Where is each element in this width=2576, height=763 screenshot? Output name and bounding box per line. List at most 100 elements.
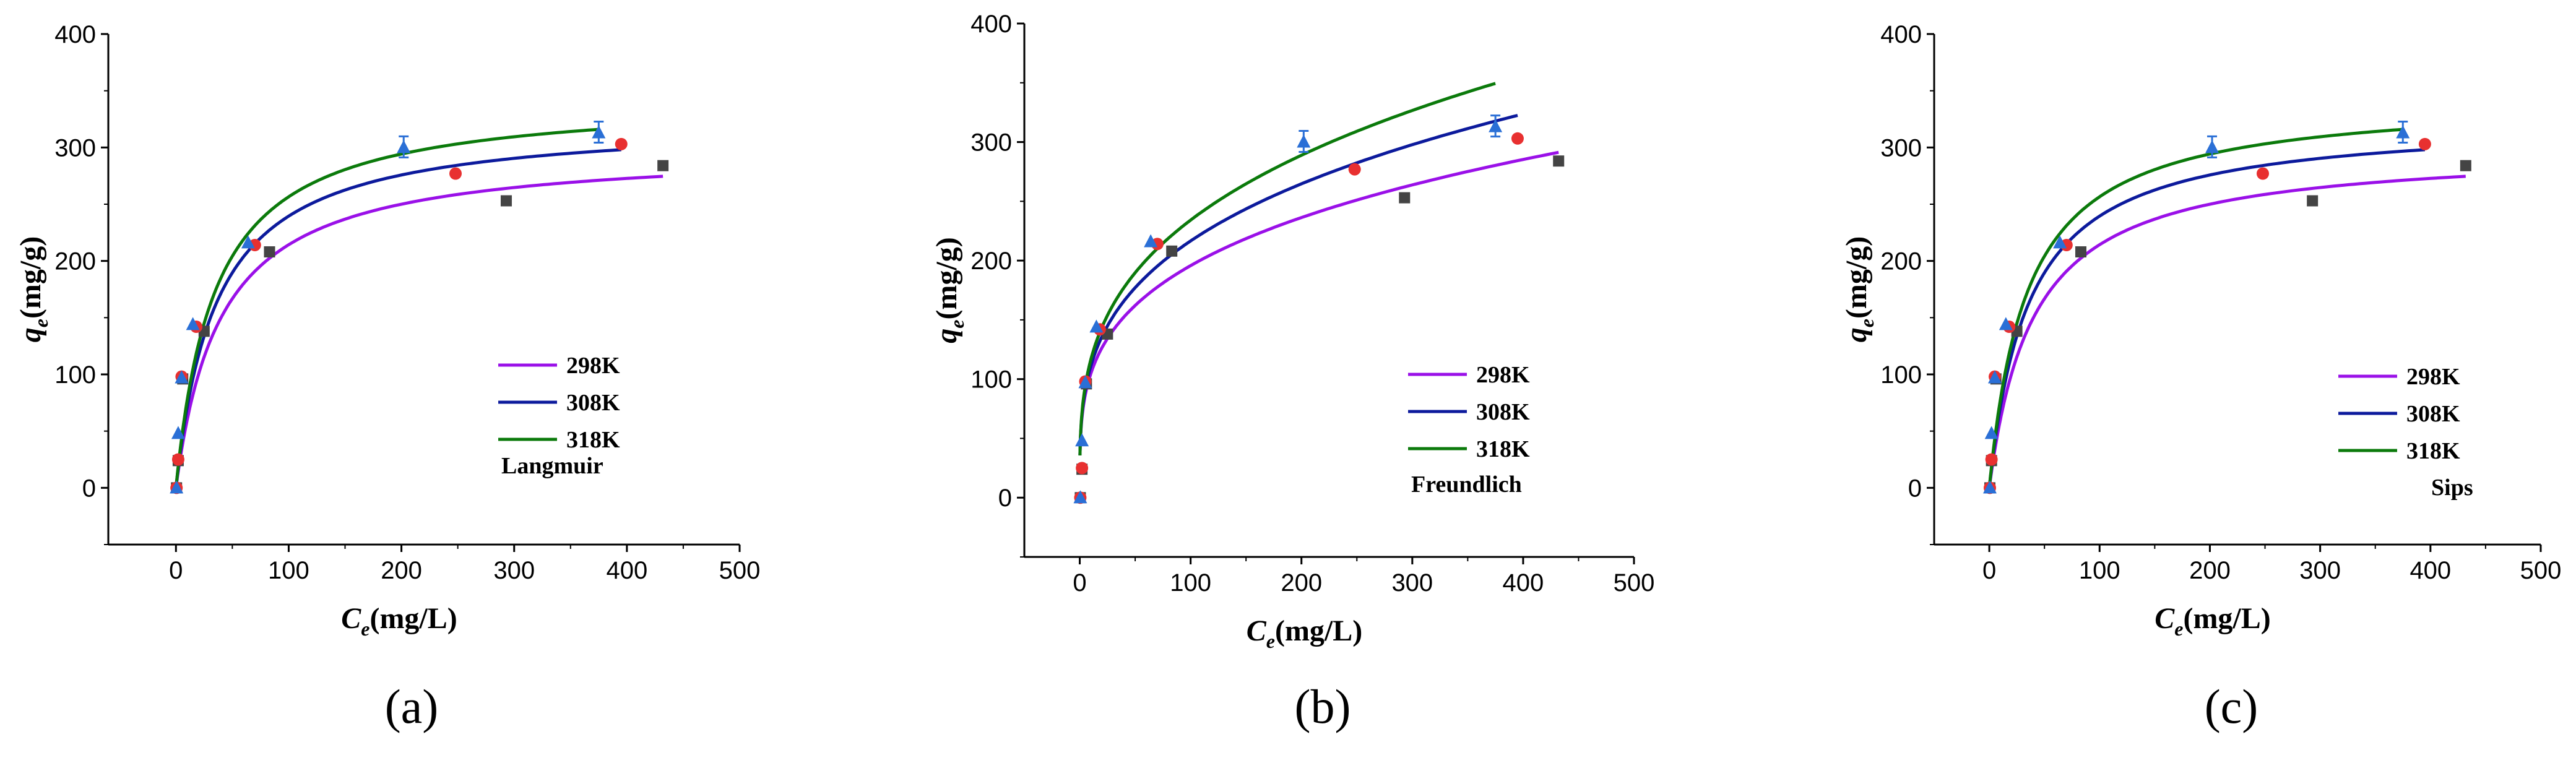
panel-label: (c) [2205,679,2258,733]
y-axis-label-unit: (mg/g) [1840,236,1873,319]
x-tick-label: 0 [169,557,183,584]
x-tick-label: 200 [2189,557,2231,584]
y-axis-label-unit: (mg/g) [930,237,963,319]
legend-label-308K: 308K [2406,401,2460,427]
data-point-318K [1089,319,1104,333]
data-point-308K [171,453,184,466]
x-tick-label: 300 [493,557,535,584]
x-axis-label-unit: (mg/L) [2183,602,2270,635]
model-annotation: Freundlich [1411,472,1522,498]
data-point-318K [1075,433,1089,447]
x-tick-label: 200 [1281,569,1322,597]
x-tick-label: 100 [268,557,309,584]
y-tick-label: 400 [970,11,1012,38]
data-point-298K [1553,155,1565,167]
y-axis-label-sub: e [946,320,968,329]
data-point-298K [2075,246,2086,257]
y-tick-label: 0 [82,475,96,502]
data-point-318K [1988,370,2002,384]
y-axis-label-sub: e [30,319,52,327]
x-tick-label: 400 [606,557,647,584]
y-tick-label: 300 [970,129,1012,157]
y-tick-label: 200 [54,248,96,275]
x-tick-label: 0 [1982,557,1996,584]
y-axis-label-main: q [1840,327,1873,342]
legend-label-318K: 318K [1476,436,1530,462]
y-axis-label: qe(mg/g) [1840,236,1878,343]
y-tick-label: 300 [54,134,96,162]
legend-label-308K: 308K [1476,399,1530,425]
x-tick-label: 400 [2410,557,2451,584]
x-axis-label-main: C [341,602,361,635]
fit-curve-318K [1078,82,1496,455]
y-tick-label: 300 [1880,134,1922,162]
y-tick-label: 400 [1880,21,1922,48]
y-tick-label: 400 [54,21,96,48]
x-tick-label: 500 [719,557,761,584]
chart-panel-a: 0 100 200 300 400 5000100200300400Ce(mg/L)qe(… [14,21,760,733]
x-tick-label: 100 [1170,569,1211,597]
error-bar [2398,121,2408,144]
data-point-298K [2307,195,2319,207]
y-axis-label: qe(mg/g) [930,237,968,343]
data-point-298K [1166,245,1178,257]
data-point-308K [2256,167,2269,180]
data-point-318K [1078,375,1092,389]
model-annotation: Sips [2431,475,2473,501]
x-tick-label: 100 [2079,557,2120,584]
y-tick-label: 200 [1880,248,1922,275]
y-axis-label-main: q [14,327,47,342]
y-tick-label: 200 [970,248,1012,275]
x-tick-label: 300 [2299,557,2341,584]
x-axis-label-unit: (mg/L) [370,602,457,635]
data-point-308K [615,137,628,150]
data-point-298K [500,195,512,207]
data-point-308K [1076,462,1089,475]
x-axis-label-main: C [1247,614,1267,647]
data-point-308K [2418,137,2431,150]
fit-curve-308K [1988,148,2426,487]
x-tick-label: 400 [1503,569,1544,597]
fit-curve-308K [175,148,621,487]
legend-label-318K: 318K [566,427,620,453]
x-axis-label-sub: e [2174,618,2183,640]
x-tick-label: 0 [1073,569,1086,597]
y-tick-label: 100 [970,366,1012,394]
model-annotation: Langmuir [501,453,603,479]
x-axis-label-unit: (mg/L) [1275,614,1362,647]
x-axis-label-main: C [2155,602,2175,635]
y-tick-label: 0 [1908,475,1922,502]
data-point-318K [1144,234,1158,248]
data-point-318K [2053,235,2067,249]
x-tick-label: 300 [1391,569,1433,597]
x-tick-label: 200 [381,557,422,584]
chart-panel-c: 0 100 200 300 400 5000100200300400Ce(mg/L)qe(… [1840,21,2561,733]
legend-label-298K: 298K [1476,362,1530,388]
data-point-298K [264,246,275,257]
data-point-298K [657,160,669,171]
data-point-308K [449,167,462,180]
data-point-318K [171,426,185,439]
data-point-318K [1999,317,2013,330]
data-point-318K [1984,426,1999,439]
panel-label: (b) [1295,679,1351,733]
error-bar [2207,135,2218,158]
error-bar [1490,114,1501,138]
data-point-298K [2460,160,2471,171]
x-axis-label-sub: e [361,618,370,640]
y-axis-label-unit: (mg/g) [14,236,47,319]
legend-label-298K: 298K [2406,364,2460,390]
data-point-318K [186,317,200,330]
y-axis-label-main: q [930,329,963,343]
data-point-318K [175,370,189,384]
x-axis-label: Ce(mg/L) [2155,602,2271,640]
data-point-318K [1073,490,1087,504]
x-tick-label: 500 [2520,557,2562,584]
x-axis-label-sub: e [1266,630,1275,652]
y-tick-label: 100 [54,361,96,389]
data-point-318K [170,480,184,494]
y-tick-label: 0 [998,485,1012,512]
data-point-298K [1399,192,1411,204]
y-tick-label: 100 [1880,361,1922,389]
fit-curve-308K [1078,114,1518,455]
